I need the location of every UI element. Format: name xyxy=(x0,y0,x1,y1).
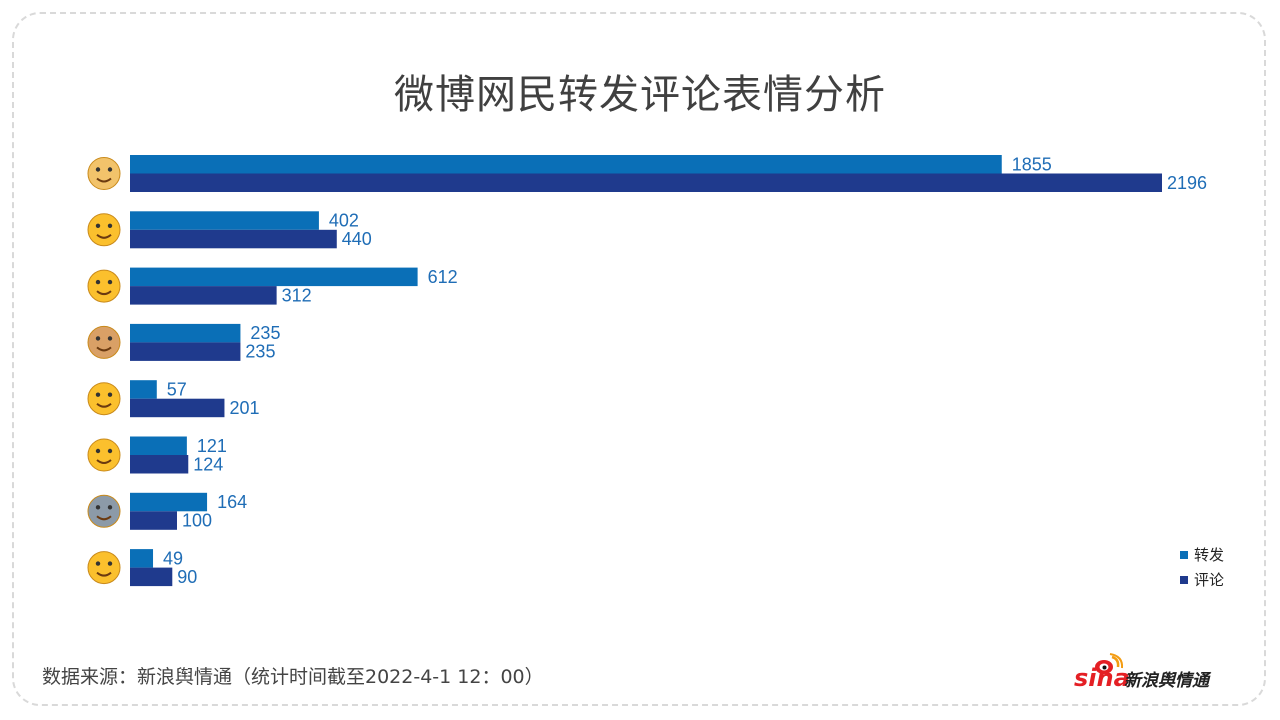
bar-forward-7 xyxy=(130,549,154,568)
value-label-forward-2: 612 xyxy=(428,267,458,287)
bar-comment-4 xyxy=(130,398,225,418)
cat-emoji-icon xyxy=(87,325,121,359)
logo-brand-text: 新浪舆情通 xyxy=(1124,671,1212,691)
bar-comment-5 xyxy=(130,455,189,474)
legend-item-forward: 转发 xyxy=(1180,542,1224,567)
bar-forward-3 xyxy=(130,323,241,343)
value-label-forward-1: 402 xyxy=(329,211,359,231)
value-label-forward-4: 57 xyxy=(167,379,187,399)
bar-comment-0 xyxy=(130,173,1162,192)
rolling-laugh-emoji-icon xyxy=(87,269,121,303)
value-label-forward-7: 49 xyxy=(163,548,183,568)
bar-forward-4 xyxy=(130,380,157,399)
chart-title: 微博网民转发评论表情分析 xyxy=(394,72,886,118)
logo-sina-text: sina xyxy=(1074,664,1130,692)
shrug-emoji-icon xyxy=(87,382,121,416)
value-labels: 1855219640244061231223523557201121124164… xyxy=(163,154,1207,587)
bars xyxy=(130,155,1162,587)
value-label-comment-2: 312 xyxy=(282,285,312,305)
bar-forward-6 xyxy=(130,492,208,512)
value-label-forward-6: 164 xyxy=(217,492,247,512)
bar-comment-3 xyxy=(130,342,241,361)
legend-item-comment: 评论 xyxy=(1180,567,1224,592)
value-label-forward-0: 1855 xyxy=(1012,154,1052,174)
legend-label-forward: 转发 xyxy=(1194,546,1225,564)
husky-emoji-icon xyxy=(87,494,121,528)
bar-forward-1 xyxy=(130,211,319,230)
big-grin-emoji-icon xyxy=(87,438,121,472)
value-label-comment-5: 124 xyxy=(193,454,223,474)
legend: 转发 评论 xyxy=(1180,542,1224,592)
bar-comment-1 xyxy=(130,229,337,249)
legend-swatch-forward xyxy=(1180,550,1188,559)
bar-comment-2 xyxy=(130,286,277,305)
value-label-comment-6: 100 xyxy=(182,511,212,531)
value-label-forward-3: 235 xyxy=(250,323,280,343)
value-label-comment-4: 201 xyxy=(229,398,259,418)
sina-yuqingtong-logo: sina 新浪舆情通 xyxy=(1074,653,1212,692)
bar-forward-0 xyxy=(130,155,1002,174)
drool-emoji-icon xyxy=(87,551,121,585)
bar-forward-2 xyxy=(130,267,418,287)
value-label-comment-7: 90 xyxy=(177,567,197,587)
sina-eye-icon xyxy=(1095,653,1124,674)
data-source-note: 数据来源：新浪舆情通（统计时间截至2022-4-1 12：00） xyxy=(42,666,544,688)
laughing-tears-emoji-icon xyxy=(87,213,121,247)
value-label-comment-0: 2196 xyxy=(1167,173,1207,193)
value-label-forward-5: 121 xyxy=(197,436,227,456)
emoji-icons xyxy=(87,157,121,585)
legend-label-comment: 评论 xyxy=(1194,571,1225,589)
bar-comment-6 xyxy=(130,511,177,530)
value-label-comment-3: 235 xyxy=(245,342,275,362)
doge-emoji-icon xyxy=(87,157,121,190)
bar-forward-5 xyxy=(130,436,187,455)
legend-swatch-comment xyxy=(1180,575,1188,584)
value-label-comment-1: 440 xyxy=(342,229,372,249)
bar-comment-7 xyxy=(130,567,173,587)
